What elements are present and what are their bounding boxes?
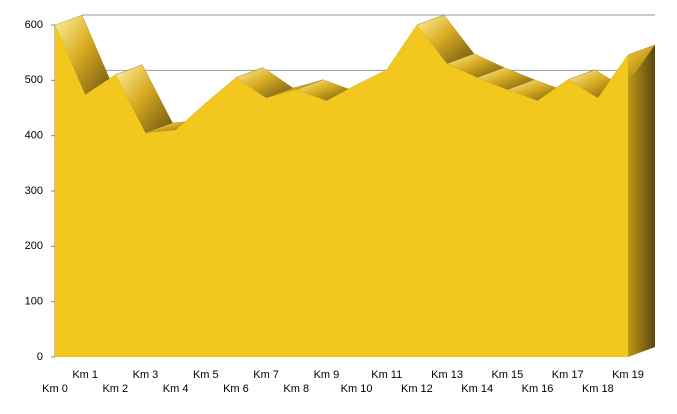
y-tick-label: 500 <box>25 74 43 86</box>
x-tick-label: Km 14 <box>461 383 493 395</box>
x-tick-label: Km 6 <box>223 383 249 395</box>
x-tick-label: Km 3 <box>133 369 159 381</box>
area <box>55 25 628 357</box>
x-tick-label: Km 17 <box>552 369 584 381</box>
x-tick-label: Km 18 <box>582 383 614 395</box>
x-tick-label: Km 7 <box>253 369 279 381</box>
x-tick-label: Km 4 <box>163 383 189 395</box>
x-tick-label: Km 5 <box>193 369 219 381</box>
x-tick-label: Km 12 <box>401 383 433 395</box>
x-tick-label: Km 9 <box>314 369 340 381</box>
x-tick-label: Km 0 <box>42 383 68 395</box>
y-tick-label: 400 <box>25 130 43 142</box>
area-side-face <box>628 44 655 357</box>
x-tick-label: Km 11 <box>371 369 402 381</box>
y-tick-label: 100 <box>25 296 43 308</box>
x-tick-label: Km 15 <box>491 369 523 381</box>
x-tick-label: Km 1 <box>72 369 98 381</box>
x-tick-label: Km 19 <box>612 369 644 381</box>
y-tick-label: 0 <box>37 351 43 363</box>
x-tick-label: Km 10 <box>341 383 373 395</box>
y-tick-label: 600 <box>25 19 43 31</box>
y-tick-label: 200 <box>25 240 43 252</box>
y-tick-label: 300 <box>25 185 43 197</box>
x-tick-label: Km 13 <box>431 369 463 381</box>
x-tick-label: Km 8 <box>283 383 309 395</box>
x-tick-label: Km 16 <box>522 383 554 395</box>
x-tick-label: Km 2 <box>102 383 128 395</box>
